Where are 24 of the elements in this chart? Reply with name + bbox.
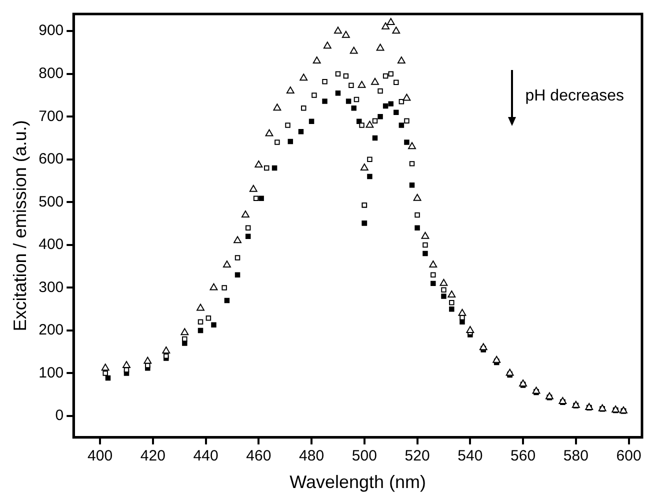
y-tick-label: 800 bbox=[38, 65, 64, 82]
x-tick-label: 520 bbox=[404, 448, 430, 465]
x-tick-label: 480 bbox=[299, 448, 324, 465]
x-tick-label: 400 bbox=[88, 448, 113, 465]
x-tick-label: 460 bbox=[246, 448, 272, 465]
y-tick-label: 500 bbox=[38, 193, 64, 210]
x-tick-label: 540 bbox=[458, 448, 483, 465]
y-tick-label: 900 bbox=[38, 22, 64, 40]
y-tick-label: 400 bbox=[38, 236, 64, 254]
x-tick-label: 580 bbox=[563, 448, 588, 465]
x-tick-label: 420 bbox=[140, 448, 166, 465]
annotation: pH decreases bbox=[525, 87, 624, 104]
y-tick-label: 700 bbox=[38, 108, 64, 125]
y-tick-label: 600 bbox=[38, 150, 64, 168]
x-axis-title: Wavelength (nm) bbox=[290, 472, 426, 492]
x-tick-label: 500 bbox=[352, 448, 377, 465]
y-tick-label: 100 bbox=[38, 364, 64, 382]
y-tick-label: 300 bbox=[38, 278, 64, 296]
y-tick-label: 200 bbox=[38, 322, 64, 339]
x-tick-label: 600 bbox=[616, 448, 642, 465]
y-tick-label: 0 bbox=[55, 407, 64, 424]
y-axis-title: Excitation / emission (a.u.) bbox=[10, 120, 30, 332]
x-tick-label: 440 bbox=[193, 448, 218, 465]
x-tick-label: 560 bbox=[510, 448, 536, 465]
